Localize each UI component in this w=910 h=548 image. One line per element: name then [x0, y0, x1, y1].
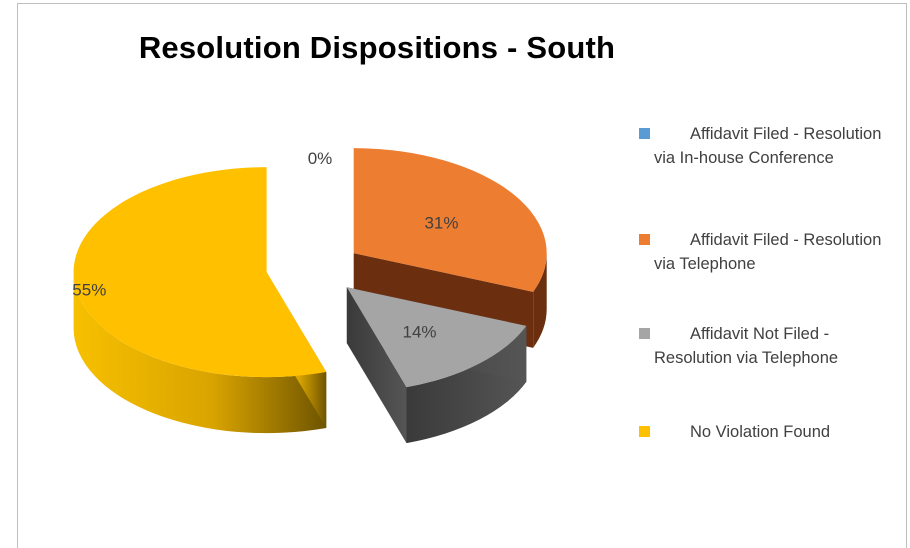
legend-item-not-filed-telephone: Affidavit Not Filed - Resolution via Tel… [632, 322, 897, 370]
legend-swatch-gray [639, 328, 650, 339]
data-label: 55% [72, 280, 106, 299]
legend-item-no-violation: No Violation Found [632, 420, 897, 444]
legend-swatch-yellow [639, 426, 650, 437]
legend-label: Affidavit Filed - Resolution via In-hous… [654, 125, 882, 167]
legend-label: Affidavit Not Filed - Resolution via Tel… [654, 325, 839, 367]
legend-swatch-orange [639, 234, 650, 245]
legend-item-in-house-conference: Affidavit Filed - Resolution via In-hous… [632, 122, 897, 170]
slice-filed-telephone-top [353, 148, 547, 292]
legend-item-filed-telephone: Affidavit Filed - Resolution via Telepho… [632, 228, 897, 276]
legend-label: Affidavit Filed - Resolution via Telepho… [654, 231, 882, 273]
slice-no-violation-top [73, 167, 327, 378]
data-label: 14% [403, 322, 437, 341]
slice-not-filed-telephone [346, 287, 527, 444]
data-label: 31% [424, 214, 458, 233]
chart-title: Resolution Dispositions - South [138, 30, 616, 65]
slice-no-violation [73, 167, 327, 434]
slice-no-violation-rim [73, 272, 327, 434]
slice-not-filed-telephone-cut [346, 287, 407, 444]
legend-swatch-blue [639, 128, 650, 139]
slice-not-filed-telephone-top [346, 287, 527, 388]
data-label: 0% [308, 149, 333, 168]
legend-label: No Violation Found [690, 423, 831, 441]
slice-filed-telephone-rim [533, 253, 547, 348]
